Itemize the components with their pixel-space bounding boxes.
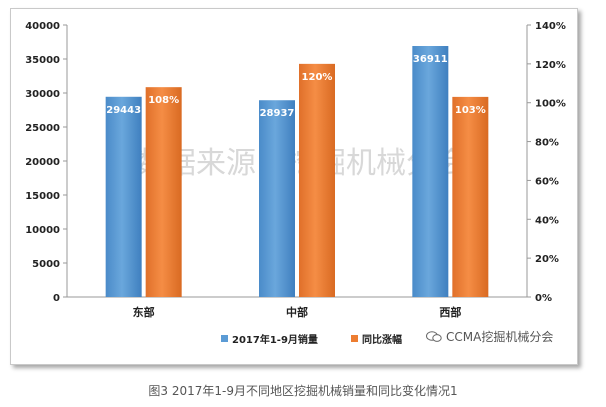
right-y-axis: 0% 20% 40% 60% 80% 100% 120% 140% [526, 21, 566, 304]
bar [145, 87, 182, 298]
legend-label: 2017年1-9月销量 [232, 333, 318, 346]
watermark-logo: CCMA挖掘机械分会 [426, 328, 553, 345]
legend-swatch [351, 335, 358, 342]
chat-bubble-icon [426, 330, 442, 342]
left-tick-label: 30000 [25, 89, 60, 100]
right-tick-label: 0% [535, 293, 552, 304]
legend: 2017年1-9月销量 同比涨幅 [221, 333, 402, 346]
bar [105, 96, 142, 297]
right-tick-label: 120% [535, 60, 566, 71]
data-label: 103% [455, 105, 486, 116]
category-label: 中部 [286, 305, 308, 319]
left-tick-label: 15000 [25, 191, 60, 202]
right-tick-label: 100% [535, 99, 566, 110]
chart-frame: 0 5000 10000 15000 20000 25000 30000 35000 40000… [10, 8, 578, 365]
bar [299, 63, 335, 297]
bars: 29443 108% 28937 120% 36911 103% [105, 46, 489, 298]
data-label: 108% [148, 95, 179, 106]
logo-text: CCMA挖掘机械分会 [446, 330, 554, 344]
right-tick-label: 20% [535, 254, 559, 265]
right-tick-label: 60% [535, 176, 559, 187]
bar [259, 100, 295, 298]
left-tick-label: 25000 [25, 123, 60, 134]
right-tick-label: 80% [535, 138, 559, 149]
data-label: 29443 [106, 105, 141, 116]
data-label: 120% [302, 72, 333, 83]
legend-swatch [221, 335, 228, 342]
category-label: 西部 [439, 305, 461, 319]
bar [412, 46, 449, 297]
data-label: 28937 [260, 108, 295, 119]
bar-chart: 0 5000 10000 15000 20000 25000 30000 35000 40000… [25, 21, 566, 346]
right-tick-label: 140% [535, 21, 566, 32]
data-label: 36911 [413, 54, 448, 65]
x-axis-labels: 东部 中部 西部 [133, 305, 462, 319]
bar [452, 96, 489, 297]
legend-label: 同比涨幅 [362, 333, 402, 346]
left-tick-label: 35000 [25, 55, 60, 66]
category-label: 东部 [133, 305, 155, 319]
figure-caption: 图3 2017年1-9月不同地区挖掘机械销量和同比变化情况1 [148, 384, 458, 398]
right-tick-label: 40% [535, 215, 559, 226]
left-tick-label: 10000 [25, 225, 60, 236]
left-tick-label: 0 [53, 293, 60, 304]
left-tick-label: 40000 [25, 21, 60, 32]
left-y-axis: 0 5000 10000 15000 20000 25000 30000 35000 40000 [25, 21, 527, 304]
left-tick-label: 20000 [25, 157, 60, 168]
left-tick-label: 5000 [32, 259, 60, 270]
